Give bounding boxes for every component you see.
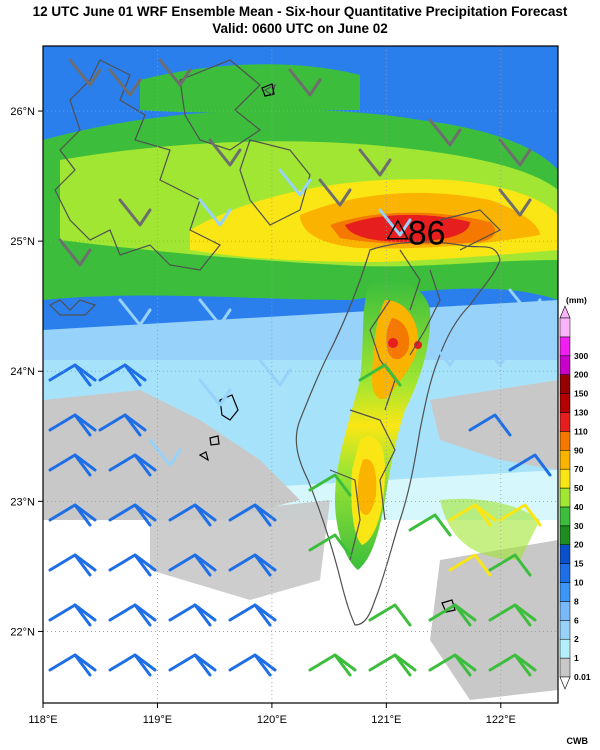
colorbar-swatch bbox=[559, 374, 571, 394]
colorbar-swatch bbox=[559, 355, 571, 375]
colorbar-swatch bbox=[559, 544, 571, 564]
colorbar-level-label: 0.01 bbox=[574, 672, 591, 682]
colorbar-swatch bbox=[559, 563, 571, 583]
colorbar-swatch bbox=[559, 450, 571, 470]
colorbar-swatch bbox=[559, 468, 571, 489]
precipitation-colorbar: 0.01 1 2 6 8 10 15 20 30 40 50 70 90 110 130 150 200 300 bbox=[559, 305, 591, 690]
lon-tick-label: 119°E bbox=[143, 714, 172, 726]
lat-tick-label: 26°N bbox=[10, 106, 35, 118]
colorbar-swatch bbox=[559, 638, 571, 659]
colorbar-swatch bbox=[559, 601, 571, 621]
lat-tick-label: 25°N bbox=[10, 236, 35, 248]
colorbar-unit: (mm) bbox=[566, 295, 587, 305]
longitude-axis: 118°E 119°E 120°E 121°E 122°E bbox=[28, 703, 516, 726]
colorbar-level-label: 130 bbox=[574, 407, 588, 417]
colorbar-swatch bbox=[559, 620, 571, 640]
colorbar-swatch bbox=[559, 317, 571, 338]
max-precip-label: 86 bbox=[408, 215, 446, 253]
colorbar-swatch bbox=[559, 487, 571, 508]
colorbar-level-label: 2 bbox=[574, 634, 579, 644]
colorbar-level-label: 20 bbox=[574, 540, 584, 550]
lat-tick-label: 24°N bbox=[10, 366, 35, 378]
colorbar-level-label: 8 bbox=[574, 596, 579, 606]
island-outlines bbox=[198, 83, 456, 613]
colorbar-swatch bbox=[559, 525, 571, 545]
colorbar-level-label: 300 bbox=[574, 351, 588, 361]
lat-tick-label: 22°N bbox=[10, 626, 35, 638]
colorbar-max-arrow bbox=[559, 305, 571, 319]
colorbar-level-label: 6 bbox=[574, 615, 579, 625]
colorbar-level-label: 15 bbox=[574, 559, 584, 569]
lat-lon-grid bbox=[43, 46, 558, 703]
max-precip-marker: 86 bbox=[386, 215, 446, 253]
colorbar-level-label: 40 bbox=[574, 502, 584, 512]
plot-frame bbox=[42, 45, 559, 704]
latitude-axis: 26°N 25°N 24°N 23°N 22°N bbox=[10, 106, 43, 638]
colorbar-min-arrow bbox=[559, 676, 571, 690]
lon-tick-label: 120°E bbox=[257, 714, 287, 726]
colorbar-level-label: 10 bbox=[574, 578, 584, 588]
credit-label: CWB bbox=[566, 736, 589, 746]
colorbar-level-label: 150 bbox=[574, 389, 588, 399]
colorbar-level-label: 110 bbox=[574, 426, 588, 436]
colorbar-swatch bbox=[559, 431, 571, 451]
map-title-line2: Valid: 0600 UTC on June 02 bbox=[212, 21, 388, 36]
colorbar-level-label: 90 bbox=[574, 445, 584, 455]
colorbar-swatch bbox=[559, 336, 571, 357]
lat-tick-label: 23°N bbox=[10, 496, 35, 508]
colorbar-level-label: 70 bbox=[574, 464, 584, 474]
colorbar-swatch bbox=[559, 582, 571, 602]
colorbar-swatch bbox=[559, 657, 571, 678]
colorbar-level-label: 30 bbox=[574, 521, 584, 531]
colorbar-swatch bbox=[559, 393, 571, 413]
wind-barbs bbox=[48, 58, 552, 677]
colorbar-swatch bbox=[559, 506, 571, 527]
map-title-line1: 12 UTC June 01 WRF Ensemble Mean - Six-h… bbox=[32, 4, 568, 19]
colorbar-swatch bbox=[559, 412, 571, 432]
lon-tick-label: 118°E bbox=[28, 714, 57, 726]
colorbar-level-label: 1 bbox=[574, 653, 579, 663]
colorbar-level-label: 50 bbox=[574, 483, 584, 493]
lon-tick-label: 121°E bbox=[371, 714, 401, 726]
coastline-outlines bbox=[48, 59, 502, 626]
colorbar-level-label: 200 bbox=[574, 370, 588, 380]
lon-tick-label: 122°E bbox=[486, 714, 516, 726]
precipitation-field bbox=[43, 46, 558, 703]
